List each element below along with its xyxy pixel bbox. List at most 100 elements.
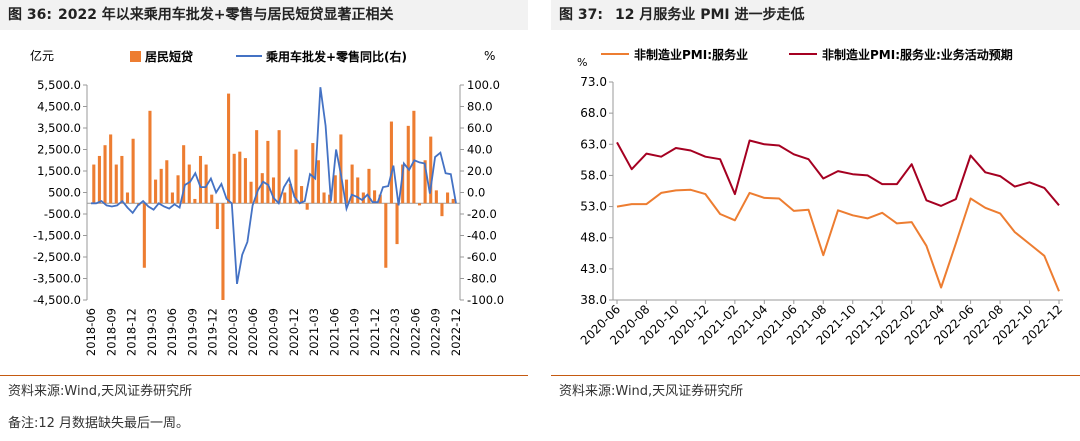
bar: [328, 194, 332, 204]
left-figure-title: 2022 年以来乘用车批发+零售与居民短贷显著正相关: [57, 7, 394, 23]
right-y-tick-label: -60.0: [467, 250, 497, 264]
right-y-tick-label: 60.0: [467, 121, 493, 135]
bar: [271, 177, 276, 204]
x-tick-label: 2019-12: [206, 308, 220, 356]
bar: [97, 155, 101, 204]
bar: [176, 175, 180, 204]
bar: [389, 121, 393, 204]
left-figure: 图 36: 2022 年以来乘用车批发+零售与居民短贷显著正相关 亿元% 居民短贷 乘…: [0, 0, 528, 441]
right-figure: 图 37: 12 月服务业 PMI 进一步走低 % 非制造业PMI:服务业 非制造业P…: [551, 0, 1080, 441]
bar: [125, 192, 130, 204]
x-tick-label: 2022-06: [408, 308, 422, 356]
left-y-unit: 亿元: [30, 48, 54, 63]
left-note: 备注:12 月数据缺失最后一周。: [8, 416, 190, 431]
bar: [92, 164, 96, 204]
y-tick-label: 53.0: [580, 200, 607, 214]
bar: [170, 192, 174, 204]
bar: [311, 143, 315, 204]
right-y-tick-label: 80.0: [467, 100, 493, 114]
left-source: 资料来源:Wind,天风证券研究所: [8, 384, 193, 399]
bar: [109, 134, 113, 204]
y-tick-label: 63.0: [580, 137, 607, 151]
left-y-tick-label: 500.0: [48, 186, 81, 200]
bar: [114, 164, 118, 204]
x-tick-label: 2021-06: [327, 308, 341, 356]
bar: [356, 177, 360, 204]
bar: [210, 194, 214, 204]
right-source-rule: [551, 375, 1080, 376]
bar: [142, 203, 146, 268]
legend-label-line: 乘用车批发+零售同比(右): [265, 49, 407, 64]
legend-label-bar: 居民短贷: [145, 49, 193, 64]
bar: [423, 160, 427, 204]
legend-label-expectation: 非制造业PMI:服务业:业务活动预期: [822, 47, 1013, 62]
bar: [406, 125, 410, 204]
x-tick-label: 2020-06: [246, 308, 260, 356]
bar: [159, 168, 163, 204]
x-tick-label: 2019-06: [165, 308, 179, 356]
bar: [238, 151, 242, 204]
legend-label-service: 非制造业PMI:服务业: [634, 47, 748, 62]
bar: [305, 203, 309, 210]
bar: [277, 130, 281, 204]
x-tick-label: 2021-09: [348, 308, 362, 356]
y-tick-label: 58.0: [580, 168, 607, 182]
x-tick-label: 2018-06: [84, 308, 98, 356]
left-y-tick-label: -4,500.0: [33, 293, 81, 307]
x-tick-label: 2020-12: [287, 308, 301, 356]
bar: [148, 110, 152, 204]
right-y-tick-label: 40.0: [467, 143, 493, 157]
left-y-tick-label: 3,500.0: [37, 121, 81, 135]
y-tick-label: 48.0: [580, 231, 607, 245]
bar: [227, 93, 231, 204]
bar: [373, 190, 377, 204]
series-line-expectation: [616, 139, 1060, 207]
bar: [103, 145, 107, 204]
x-tick-label: 2021-12: [368, 308, 382, 356]
bar: [378, 194, 382, 204]
bar: [182, 145, 186, 204]
bar: [187, 164, 191, 204]
bar: [131, 138, 135, 204]
bar: [154, 179, 158, 204]
bar: [333, 175, 337, 204]
bar: [412, 110, 416, 204]
left-y-tick-label: -2,500.0: [33, 250, 81, 264]
left-y-tick-label: 4,500.0: [37, 100, 81, 114]
y-tick-label: 73.0: [580, 75, 607, 89]
left-source-rule: [0, 375, 528, 376]
x-tick-label: 2020-03: [226, 308, 240, 356]
series-line: [91, 87, 457, 285]
bar: [401, 164, 405, 204]
bar: [316, 160, 320, 204]
bar: [232, 153, 236, 204]
x-tick-label: 2022-03: [388, 308, 402, 356]
bar: [260, 173, 264, 204]
bar: [193, 198, 197, 204]
bar: [322, 192, 326, 204]
bar: [429, 136, 433, 204]
bar: [384, 203, 388, 268]
x-tick-label: 2019-09: [185, 308, 199, 356]
bar: [440, 203, 444, 217]
bar: [283, 192, 287, 204]
right-y-tick-label: -40.0: [467, 229, 497, 243]
bar: [165, 160, 169, 204]
left-y-tick-label: -1,500.0: [33, 229, 81, 243]
right-y-tick-label: -100.0: [467, 293, 504, 307]
right-figure-label: 图 37:: [559, 7, 603, 23]
right-y-unit: %: [484, 49, 495, 63]
left-y-tick-label: -500.0: [44, 207, 81, 221]
bar: [350, 164, 354, 204]
bar: [198, 155, 203, 204]
bar: [204, 164, 208, 204]
x-tick-label: 2021-03: [307, 308, 321, 356]
y-tick-label: 43.0: [580, 262, 607, 276]
bar: [300, 186, 304, 204]
left-figure-label: 图 36:: [8, 7, 52, 23]
bar: [339, 134, 343, 204]
right-y-tick-label: -80.0: [467, 272, 497, 286]
bar: [395, 203, 399, 245]
y-unit: %: [577, 56, 587, 69]
left-figure-title-bar: 图 36: 2022 年以来乘用车批发+零售与居民短贷显著正相关: [0, 0, 528, 30]
